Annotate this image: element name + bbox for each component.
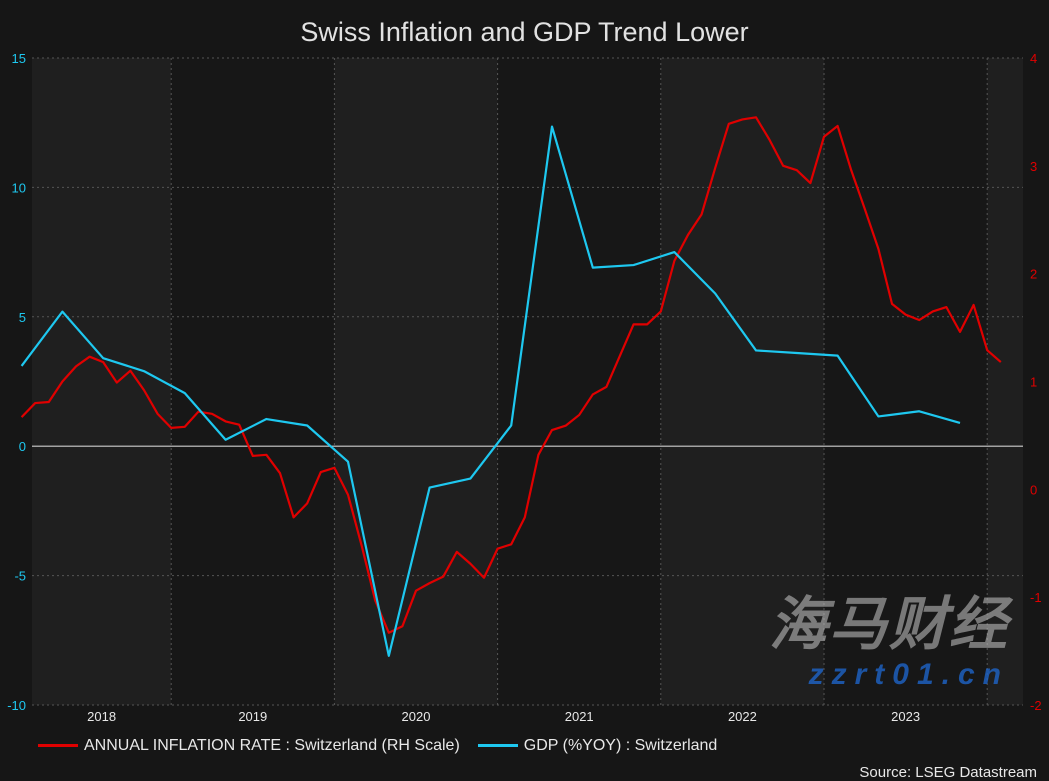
x-tick-label: 2023 xyxy=(891,709,920,724)
x-tick-label: 2020 xyxy=(402,709,431,724)
right-tick-label: -2 xyxy=(1030,698,1042,713)
legend-label-gdp: GDP (%YOY) : Switzerland xyxy=(523,737,718,754)
left-tick-label: -10 xyxy=(7,698,26,713)
right-tick-label: 0 xyxy=(1030,482,1037,497)
legend-item-inflation[interactable]: ANNUAL INFLATION RATE : Switzerland (RH … xyxy=(38,736,460,755)
legend-label-inflation: ANNUAL INFLATION RATE : Switzerland (RH … xyxy=(84,737,460,754)
right-tick-label: -1 xyxy=(1030,590,1042,605)
x-tick-label: 2018 xyxy=(87,709,116,724)
chart-title: Swiss Inflation and GDP Trend Lower xyxy=(300,17,749,47)
left-tick-label: 10 xyxy=(12,180,26,195)
year-band xyxy=(334,58,498,705)
right-tick-label: 2 xyxy=(1030,267,1037,282)
year-band xyxy=(824,58,988,705)
legend: ANNUAL INFLATION RATE : Switzerland (RH … xyxy=(38,736,735,755)
right-tick-label: 1 xyxy=(1030,375,1037,390)
legend-swatch-gdp xyxy=(477,744,518,748)
x-tick-label: 2019 xyxy=(238,709,267,724)
year-band xyxy=(987,58,1023,705)
series-inflation xyxy=(20,116,1002,634)
source-note: Source: LSEG Datastream xyxy=(859,763,1037,781)
series-gdp xyxy=(20,125,961,657)
left-tick-label: 0 xyxy=(19,439,26,454)
legend-swatch-inflation xyxy=(38,744,78,748)
right-tick-label: 4 xyxy=(1030,51,1037,66)
watermark-logo: 海马财经 xyxy=(768,592,1009,657)
series-line xyxy=(20,125,961,657)
right-tick-label: 3 xyxy=(1030,159,1037,174)
x-tick-label: 2022 xyxy=(728,709,757,724)
watermark-site: zzrt01.cn xyxy=(808,658,1009,691)
year-band xyxy=(660,58,824,705)
year-band xyxy=(497,58,661,705)
left-tick-label: -5 xyxy=(14,569,26,584)
left-tick-label: 5 xyxy=(19,310,26,325)
year-band xyxy=(171,58,335,705)
legend-item-gdp[interactable]: GDP (%YOY) : Switzerland xyxy=(477,736,718,755)
x-tick-label: 2021 xyxy=(565,709,594,724)
year-band xyxy=(32,58,172,705)
left-tick-label: 15 xyxy=(12,51,26,66)
